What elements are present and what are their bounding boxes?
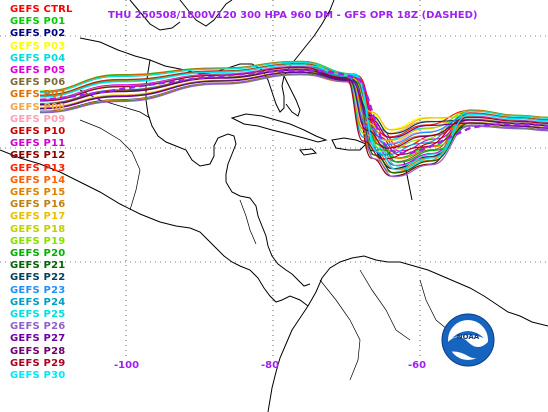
jamaica bbox=[299, 148, 318, 156]
lon-label: -100 bbox=[114, 360, 140, 371]
legend-item: GEFS P13 bbox=[10, 162, 66, 174]
lat-lon-grid bbox=[0, 0, 548, 356]
noaa-logo-icon: NOAA bbox=[441, 313, 495, 367]
legend-item: GEFS P03 bbox=[10, 40, 66, 52]
contour-line bbox=[39, 73, 548, 170]
south-america-west bbox=[267, 305, 309, 412]
legend-item: GEFS P22 bbox=[10, 272, 66, 284]
contour-line bbox=[39, 61, 548, 167]
legend-item: GEFS CTRL bbox=[10, 4, 73, 15]
legend-item: GEFS P30 bbox=[10, 370, 66, 381]
mexico-coast-east bbox=[145, 59, 237, 182]
border-central bbox=[239, 199, 257, 245]
legend-item: GEFS P27 bbox=[10, 333, 66, 345]
legend-item: GEFS P23 bbox=[10, 284, 66, 296]
legend-item: GEFS P29 bbox=[10, 357, 66, 369]
legend-item: GEFS P15 bbox=[10, 187, 66, 198]
legend-item: GEFS P06 bbox=[10, 77, 66, 89]
lon-label: -80 bbox=[261, 360, 280, 371]
map-title: THU 250508/1800V120 300 HPA 960 DM - GFS… bbox=[108, 10, 478, 21]
border-venezuela bbox=[359, 269, 411, 341]
border-us-mexico bbox=[79, 89, 151, 119]
florida bbox=[283, 75, 301, 117]
central-america bbox=[189, 227, 309, 307]
contour-line bbox=[39, 66, 548, 146]
legend-item: GEFS P18 bbox=[10, 223, 66, 235]
legend-item: GEFS P04 bbox=[10, 52, 66, 64]
border-colombia bbox=[319, 279, 361, 381]
legend-item: GEFS P16 bbox=[10, 199, 66, 211]
legend-item: GEFS P01 bbox=[10, 16, 66, 28]
cuba bbox=[230, 113, 328, 143]
legend-item: GEFS P21 bbox=[10, 260, 66, 272]
legend-item: GEFS P02 bbox=[10, 28, 66, 40]
legend-item: GEFS P14 bbox=[10, 174, 66, 186]
contour-line bbox=[39, 73, 548, 163]
legend-item: GEFS P20 bbox=[10, 248, 66, 259]
hispaniola bbox=[331, 137, 367, 151]
gfs-operational-dashed-line bbox=[39, 69, 548, 155]
legend-item: GEFS P26 bbox=[10, 321, 66, 333]
us-gulf-coast bbox=[79, 0, 335, 113]
legend-item: GEFS P07 bbox=[10, 89, 66, 101]
legend-item: GEFS P05 bbox=[10, 65, 66, 76]
legend-item: GEFS P28 bbox=[10, 345, 66, 357]
contour-line bbox=[39, 69, 548, 149]
canada-coast bbox=[179, 0, 233, 27]
ensemble-contours bbox=[39, 60, 548, 178]
legend-item: GEFS P09 bbox=[10, 113, 66, 125]
contour-line bbox=[39, 73, 548, 134]
legend-item: GEFS P08 bbox=[10, 101, 66, 113]
legend-item: GEFS P10 bbox=[10, 126, 66, 137]
border-guyana bbox=[419, 279, 449, 331]
legend-item: GEFS P17 bbox=[10, 211, 66, 223]
logo-text: NOAA bbox=[457, 333, 480, 341]
contour-line bbox=[39, 66, 548, 160]
contour-line bbox=[39, 71, 548, 139]
legend-item: GEFS P12 bbox=[10, 150, 66, 162]
contour-line bbox=[39, 64, 548, 171]
mexico-coast-west bbox=[0, 149, 191, 229]
legend-item: GEFS P11 bbox=[10, 138, 66, 150]
lon-label: -60 bbox=[408, 360, 427, 371]
north-land bbox=[129, 0, 181, 31]
legend-item: GEFS P24 bbox=[10, 296, 66, 308]
central-america-caribbean bbox=[225, 181, 311, 287]
border-mexico-states bbox=[79, 119, 141, 211]
legend-item: GEFS P19 bbox=[10, 235, 66, 247]
legend-item: GEFS P25 bbox=[10, 309, 66, 320]
south-america-north bbox=[307, 255, 548, 327]
